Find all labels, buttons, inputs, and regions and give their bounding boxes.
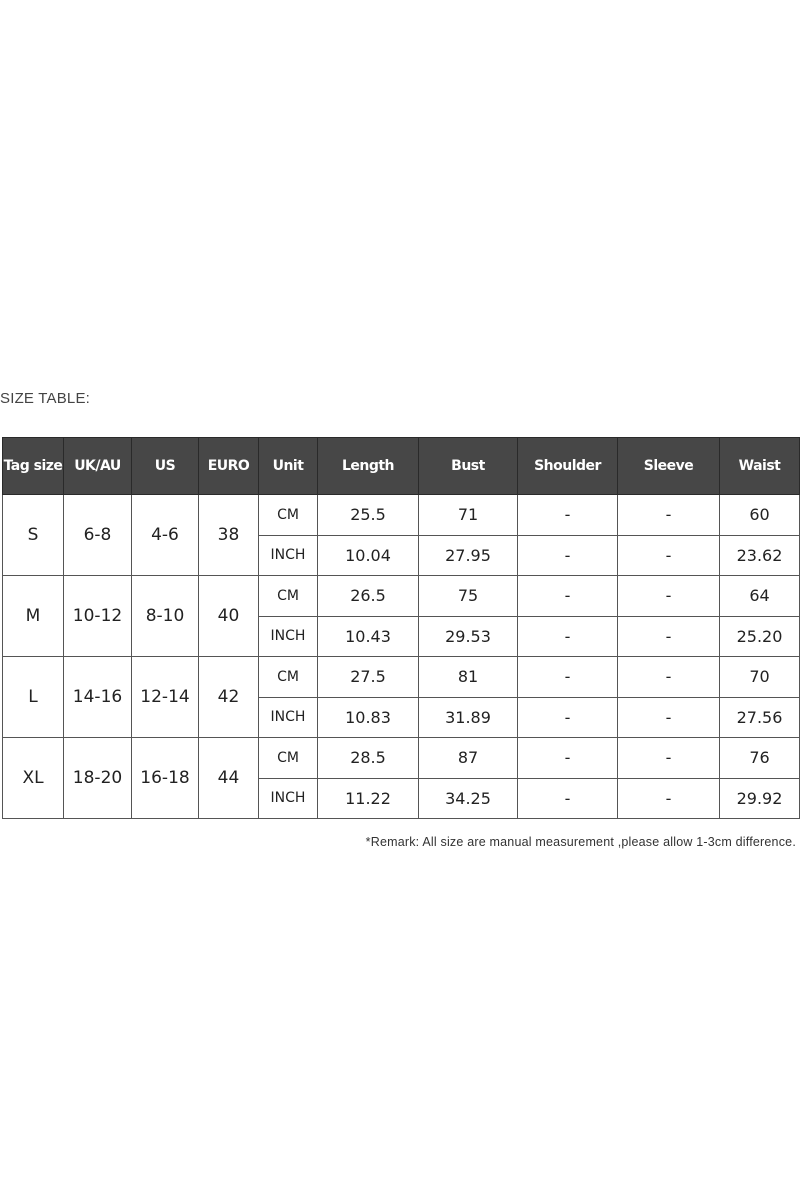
header-row: Tag size UK/AU US EURO Unit Length Bust Shoulde… — [2, 437, 800, 495]
cell-shoulder: - — [517, 494, 618, 536]
cell-length: 10.83 — [317, 696, 419, 738]
cell-shoulder: - — [517, 656, 618, 698]
cell-tag: XL — [2, 737, 64, 819]
table-row: XL 18-20 16-18 44 CM 28.5 87- -76 — [2, 737, 800, 819]
cell-sleeve: - — [617, 534, 720, 576]
table-row: M 10-12 8-10 40 CM 26.5 75- -64 — [2, 575, 800, 657]
cell-bust: 71 — [418, 494, 518, 536]
cell-bust: 27.95 — [418, 534, 518, 576]
cell-unit: CM — [258, 656, 318, 698]
column-header: UK/AU — [63, 437, 132, 495]
cell-us: 16-18 — [131, 737, 199, 819]
cell-uk: 6-8 — [63, 494, 132, 576]
size-table: Tag size UK/AU US EURO Unit Length Bust Shoulde… — [2, 437, 800, 819]
cell-shoulder: - — [517, 534, 618, 576]
cell-shoulder: - — [517, 615, 618, 657]
cell-length: 26.5 — [317, 575, 419, 617]
cell-bust: 29.53 — [418, 615, 518, 657]
size-table-title: SIZE TABLE: — [0, 390, 91, 407]
column-header: Unit — [258, 437, 318, 495]
cell-uk: 14-16 — [63, 656, 132, 738]
cell-shoulder: - — [517, 737, 618, 779]
table-row: INCH 11.22 34.25- -29.92 — [3, 777, 800, 819]
cell-waist: 27.56 — [719, 696, 800, 738]
cell-uk: 18-20 — [63, 737, 132, 819]
cell-bust: 75 — [418, 575, 518, 617]
cell-waist: 76 — [719, 737, 800, 779]
cell-sleeve: - — [617, 575, 720, 617]
cell-unit: CM — [258, 575, 318, 617]
cell-length: 10.43 — [317, 615, 419, 657]
cell-euro: 42 — [198, 656, 259, 738]
cell-sleeve: - — [617, 615, 720, 657]
table-row: INCH 10.04 27.95- -23.62 — [3, 534, 800, 576]
cell-waist: 64 — [719, 575, 800, 617]
cell-length: 25.5 — [317, 494, 419, 536]
cell-unit: INCH — [258, 777, 318, 819]
column-header: Bust — [418, 437, 518, 495]
cell-uk: 10-12 — [63, 575, 132, 657]
cell-sleeve: - — [617, 696, 720, 738]
cell-unit: INCH — [258, 534, 318, 576]
cell-length: 10.04 — [317, 534, 419, 576]
column-header: Length — [317, 437, 419, 495]
column-header: Shoulder — [517, 437, 618, 495]
cell-shoulder: - — [517, 777, 618, 819]
cell-us: 12-14 — [131, 656, 199, 738]
cell-bust: 31.89 — [418, 696, 518, 738]
cell-bust: 81 — [418, 656, 518, 698]
remark-note: *Remark: All size are manual measurement… — [365, 835, 796, 849]
cell-sleeve: - — [617, 494, 720, 536]
cell-length: 11.22 — [317, 777, 419, 819]
column-header: US — [131, 437, 199, 495]
cell-waist: 70 — [719, 656, 800, 698]
cell-us: 4-6 — [131, 494, 199, 576]
cell-bust: 34.25 — [418, 777, 518, 819]
cell-us: 8-10 — [131, 575, 199, 657]
cell-tag: M — [2, 575, 64, 657]
cell-unit: CM — [258, 737, 318, 779]
table-row: INCH 10.43 29.53- -25.20 — [3, 615, 800, 657]
column-header: EURO — [198, 437, 259, 495]
cell-waist: 29.92 — [719, 777, 800, 819]
cell-bust: 87 — [418, 737, 518, 779]
cell-waist: 60 — [719, 494, 800, 536]
cell-waist: 23.62 — [719, 534, 800, 576]
cell-euro: 40 — [198, 575, 259, 657]
table-row: S 6-8 4-6 38 CM 25.5 71- -60 — [2, 494, 800, 576]
cell-sleeve: - — [617, 656, 720, 698]
table-row: L 14-16 12-14 42 CM 27.5 81- -70 — [2, 656, 800, 738]
cell-sleeve: - — [617, 737, 720, 779]
column-header: Tag size — [2, 437, 64, 495]
cell-unit: CM — [258, 494, 318, 536]
cell-sleeve: - — [617, 777, 720, 819]
column-header: Waist — [719, 437, 800, 495]
cell-tag: S — [2, 494, 64, 576]
cell-unit: INCH — [258, 615, 318, 657]
cell-length: 28.5 — [317, 737, 419, 779]
cell-euro: 38 — [198, 494, 259, 576]
cell-length: 27.5 — [317, 656, 419, 698]
cell-euro: 44 — [198, 737, 259, 819]
cell-shoulder: - — [517, 696, 618, 738]
cell-waist: 25.20 — [719, 615, 800, 657]
cell-tag: L — [2, 656, 64, 738]
cell-shoulder: - — [517, 575, 618, 617]
cell-unit: INCH — [258, 696, 318, 738]
column-header: Sleeve — [617, 437, 720, 495]
